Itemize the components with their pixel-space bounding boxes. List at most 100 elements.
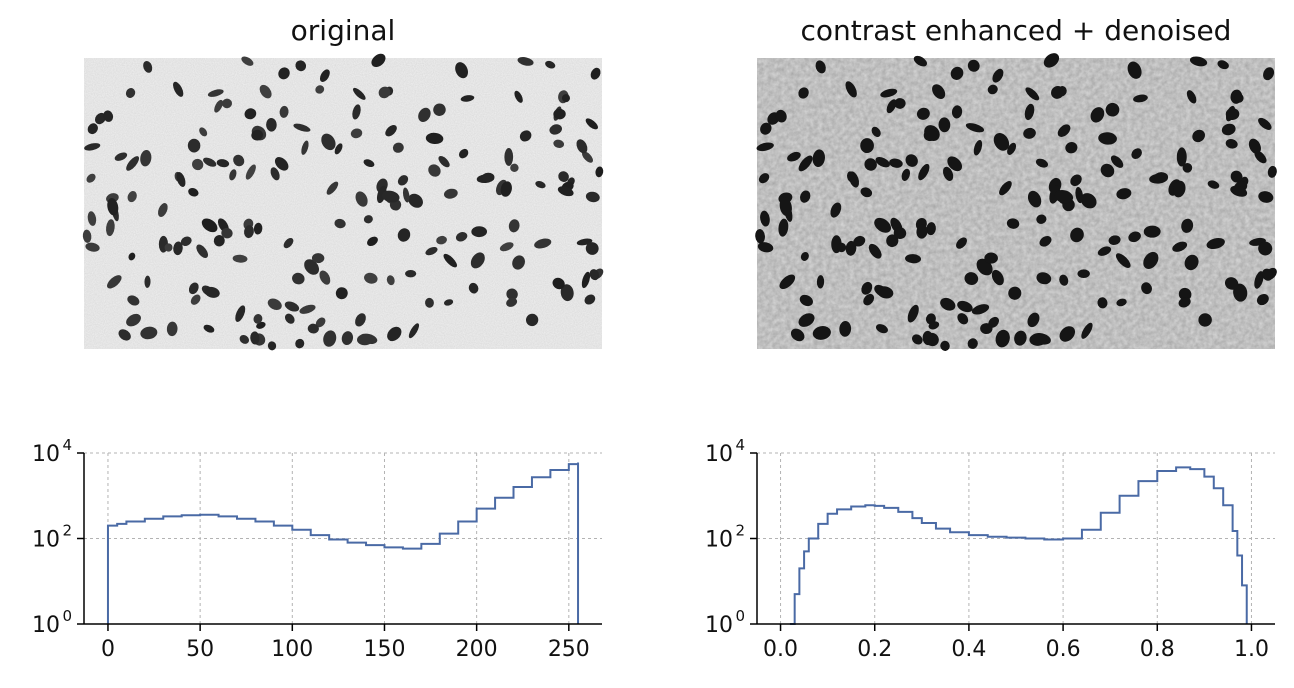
seed-blob [1133, 94, 1148, 103]
seed-blob [270, 167, 280, 181]
seed-blob [363, 215, 373, 224]
seed-blob [1100, 163, 1115, 178]
seed-blob [87, 211, 97, 226]
seed-blob [560, 284, 574, 302]
seed-blob [385, 124, 397, 137]
seed-blob [812, 149, 825, 168]
seed-blob [1224, 277, 1239, 290]
seed-blob [350, 128, 363, 139]
seed-blob [585, 118, 598, 130]
seed-blob [504, 148, 514, 166]
seed-blob [1143, 251, 1159, 269]
seed-blob [127, 295, 140, 306]
seed-blob [984, 252, 998, 264]
seed-blob [443, 299, 454, 306]
seed-blob [1116, 188, 1132, 200]
seed-blob [956, 237, 967, 249]
x-tick-label: 50 [186, 637, 214, 662]
seed-blob [514, 90, 523, 103]
seed-blob [889, 158, 903, 168]
seed-blob [387, 326, 402, 342]
seed-blob [1207, 180, 1220, 189]
seed-blob [1186, 90, 1197, 104]
seed-blob [356, 334, 373, 346]
seed-blob [244, 108, 257, 120]
seed-blob [585, 242, 599, 255]
seed-blob [363, 159, 375, 168]
seed-blob [973, 139, 983, 156]
seed-blob [128, 252, 136, 261]
seed-blob [201, 218, 218, 233]
y-tick-exponent: 4 [735, 436, 745, 454]
seed-blob [1036, 214, 1047, 224]
seed-blob [561, 94, 571, 103]
seed-blob [967, 59, 980, 72]
seed-blob [1023, 127, 1036, 139]
seed-blob [923, 129, 937, 142]
seed-blob [82, 229, 92, 243]
x-tick-label: 0.4 [951, 637, 986, 662]
seed-blob [1225, 108, 1240, 121]
x-tick-label: 200 [456, 637, 498, 662]
seed-blob [1077, 269, 1090, 279]
seed-blob [590, 67, 601, 80]
seed-blob [1189, 56, 1208, 67]
y-tick-label: 10 [32, 613, 60, 638]
enhanced-micrograph [755, 53, 1277, 351]
seed-blob [1230, 170, 1243, 183]
y-tick-exponent: 2 [735, 522, 745, 540]
seed-blob [812, 326, 831, 340]
seed-blob [232, 254, 248, 263]
seed-blob [905, 154, 918, 167]
seed-blob [140, 326, 158, 340]
seed-blob [1116, 298, 1127, 307]
seed-blob [85, 242, 100, 252]
seed-blob [893, 227, 907, 239]
seed-blob [875, 157, 890, 168]
seed-blob [868, 243, 882, 259]
original-micrograph [82, 53, 604, 351]
y-tick-exponent: 2 [62, 522, 72, 540]
left-panel-title: original [290, 14, 396, 47]
seed-blob [860, 187, 873, 198]
seed-blob [295, 60, 307, 72]
seed-blob [114, 152, 128, 161]
seed-blob [864, 158, 877, 171]
seed-blob [1248, 138, 1261, 154]
seed-blob [233, 154, 245, 167]
seed-blob [436, 235, 447, 245]
seed-blob [382, 190, 400, 203]
seed-blob [386, 275, 395, 286]
seed-blob [1192, 129, 1205, 143]
seed-blob [315, 317, 326, 328]
seed-blob [800, 190, 811, 203]
seed-blob [304, 259, 320, 275]
seed-blob [1198, 313, 1212, 327]
seed-blob [926, 222, 936, 236]
seed-blob [307, 323, 319, 334]
seed-blob [244, 225, 254, 239]
seed-blob [334, 143, 343, 155]
seed-blob [1097, 246, 1112, 256]
seed-blob [589, 269, 600, 281]
seed-blob [886, 99, 897, 114]
seed-blob [967, 338, 978, 349]
seed-blob [392, 142, 404, 153]
seed-blob [1098, 132, 1117, 145]
seed-blob [1051, 85, 1064, 99]
histogram-series-line [789, 466, 1248, 625]
seed-blob [839, 321, 852, 337]
seed-blob [512, 255, 525, 270]
seed-blob [190, 294, 201, 305]
seed-blob [207, 89, 224, 97]
right-panel-title: contrast enhanced + denoised [800, 14, 1232, 47]
seed-blob [1221, 123, 1236, 136]
seed-blob [253, 314, 263, 324]
seed-blob [799, 294, 813, 307]
seed-blob [319, 270, 331, 285]
seed-blob [214, 99, 223, 113]
seed-blob [905, 254, 922, 264]
seed-blob [1172, 241, 1188, 252]
